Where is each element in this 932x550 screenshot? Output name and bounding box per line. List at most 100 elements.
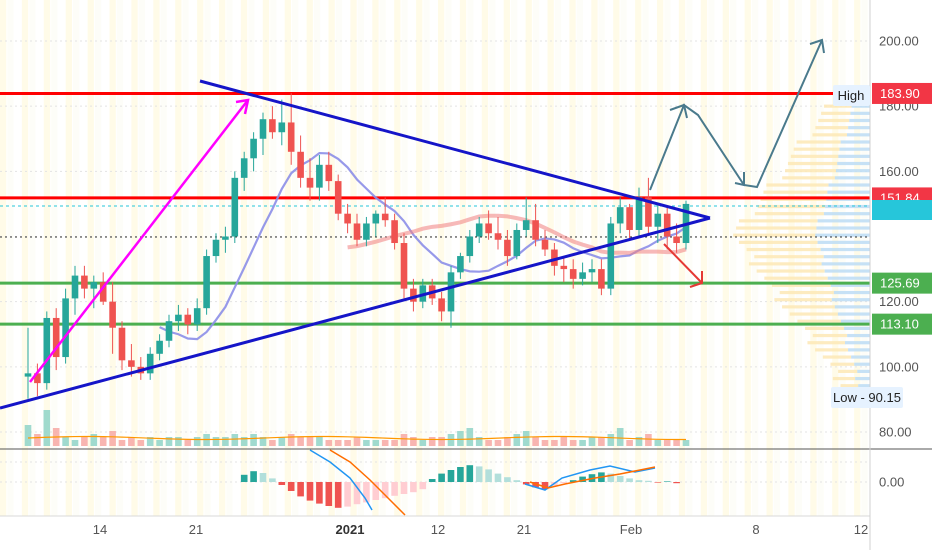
macd-tick-label: 0.00 [879,475,904,490]
candle-body [156,340,163,354]
macd-histogram-bar [278,482,286,485]
candle-body [62,298,69,358]
profile-bar-up [812,133,847,137]
macd-histogram-bar [269,478,276,482]
volume-bar [663,440,671,446]
candle-body [475,223,483,237]
macd-histogram-bar [447,470,455,482]
high-label-text: High [838,88,865,103]
candle-body [673,236,680,244]
macd-histogram-bar [381,482,389,499]
session-band [708,0,715,516]
macd-histogram-bar [457,467,464,482]
profile-bar-down [827,190,870,194]
session-band [0,0,7,516]
session-band [671,0,678,516]
profile-bar-up [782,305,835,309]
session-band [591,0,598,516]
volume-bar [410,437,417,446]
profile-bar-down [823,255,870,259]
volume-bar [278,437,286,446]
profile-bar-down [840,319,870,323]
volume-bar [118,440,126,446]
macd-line-recent [524,465,656,491]
low-label-box [831,387,903,408]
profile-bar-down [834,305,870,309]
session-band [226,0,233,516]
session-band [481,0,489,516]
session-band [467,0,474,516]
profile-bar-down [815,233,870,237]
profile-bar-down [854,362,870,366]
session-band [547,0,554,516]
session-band [722,0,729,516]
candle-body [259,119,267,139]
volume-bar [438,437,445,446]
volume-bar [494,440,502,446]
candle-body [541,239,549,250]
candle-body [278,122,286,133]
candle-body [410,288,417,302]
volume-bar [24,425,32,446]
volume-bar [353,437,361,446]
candle-body [240,158,248,178]
profile-bar-down [858,384,870,388]
session-band [262,0,270,516]
profile-bar-up [733,233,816,237]
volume-bar [137,440,145,446]
session-band [116,0,124,516]
session-band [94,0,102,516]
profile-bar-down [855,376,870,381]
session-band [211,0,218,516]
session-band [43,0,51,516]
session-band [306,0,313,516]
session-band [423,0,430,516]
profile-bar-down [848,126,870,130]
profile-bar-up [818,118,850,123]
candle-body [372,213,380,224]
profile-bar-down [840,140,870,144]
macd-histogram-bar [645,480,652,482]
macd-histogram-bar [334,482,342,508]
price-tag-label: 113.10 [880,317,919,332]
volume-bar [240,437,248,446]
drawings [0,38,825,410]
volume-bar [504,437,511,446]
support-trendline [0,216,711,410]
profile-bar-up [782,176,835,180]
macd-histogram-bar [485,469,492,482]
candle-body [203,256,210,309]
candle-body [184,314,192,325]
profile-bar-up [838,369,858,373]
time-tick-label: 8 [752,522,759,537]
profile-bar-down [830,283,870,287]
candle-body [457,256,464,273]
session-band [277,0,284,516]
time-axis[interactable]: 14 21 2021 12 21 Feb 8 12 [93,522,868,537]
candle-body [109,301,116,328]
price-tag-label: 125.69 [880,276,920,291]
profile-bar-up [796,140,841,144]
profile-bar-up [789,312,838,316]
downside-arrow-line [663,243,703,284]
price-tick-label: 160.00 [879,164,919,179]
session-band [328,0,335,516]
profile-bar-up [815,348,849,352]
session-band [80,0,87,516]
session-band [65,0,72,516]
macd-histogram-bar [410,482,417,493]
volume-bar [231,434,239,446]
horizontal-levels [0,91,870,326]
volume-bar [654,440,662,446]
price-tick-label: 80.00 [879,425,912,440]
session-band [36,0,43,516]
candle-body [81,275,88,289]
profile-bar-up [785,169,837,173]
candle-body [165,321,173,341]
session-band [270,0,277,516]
session-band [292,0,299,516]
profile-bar-up [764,276,828,280]
candle-body [598,269,605,289]
volume-bar [71,440,79,446]
